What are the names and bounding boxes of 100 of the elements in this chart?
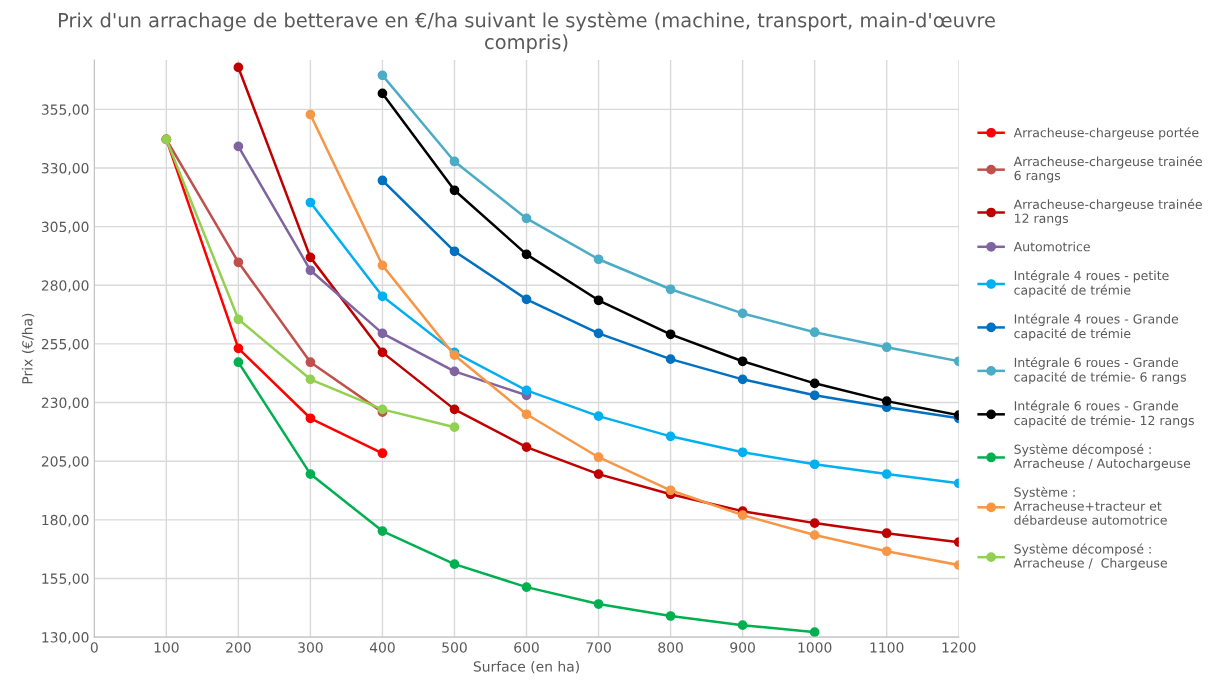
- chart-title: Prix d'un arrachage de betterave en €/ha suivant le système (machine, transport, main-d'œuvre compris): [58, 11, 995, 54]
- point: [881, 528, 892, 539]
- point: [449, 246, 460, 257]
- x-tick-label: 0: [90, 642, 98, 653]
- point: [665, 431, 676, 442]
- point: [233, 62, 244, 73]
- y-tick-label: 205,00: [41, 456, 89, 469]
- point: [593, 469, 604, 479]
- legend-label: Automotrice: [1013, 241, 1090, 252]
- point: [305, 252, 316, 263]
- point: [377, 175, 388, 186]
- legend-label: Système décomposé : Arracheuse / Chargeuse: [1013, 543, 1167, 571]
- point: [809, 627, 820, 638]
- point: [737, 447, 748, 458]
- point: [377, 70, 388, 81]
- x-tick-label: 800: [658, 642, 683, 653]
- point: [233, 314, 244, 325]
- x-tick-label: 1000: [798, 642, 832, 653]
- point: [737, 374, 748, 385]
- x-tick-label: 1100: [870, 642, 904, 653]
- legend-label: Arracheuse-chargeuse portée: [1013, 127, 1199, 140]
- legend-label: Intégrale 6 roues - Grande capacité de trémie- 12 rangs: [1014, 400, 1194, 428]
- point: [665, 354, 676, 365]
- y-tick-label: 255,00: [41, 338, 89, 351]
- point: [665, 611, 676, 621]
- point: [377, 526, 388, 536]
- point: [449, 156, 460, 167]
- y-tick-label: 330,00: [41, 162, 89, 175]
- legend-label: Intégrale 6 roues - Grande capacité de trémie- 6 rangs: [1014, 356, 1187, 385]
- x-tick-label: 300: [298, 642, 323, 653]
- point: [449, 366, 460, 377]
- point: [809, 459, 820, 470]
- point: [377, 448, 388, 459]
- point: [809, 378, 820, 389]
- point: [449, 404, 460, 415]
- point: [881, 469, 892, 479]
- point: [233, 343, 244, 354]
- point: [233, 357, 244, 368]
- y-tick-label: 230,00: [41, 397, 89, 410]
- x-tick-label: 1200: [942, 642, 976, 653]
- point: [233, 141, 244, 152]
- point: [377, 328, 388, 339]
- legend-label: Système : Arracheuse+tracteur et débardeuse automotrice: [1013, 486, 1167, 525]
- point: [593, 411, 604, 422]
- point: [305, 374, 316, 385]
- x-tick-label: 200: [226, 642, 251, 653]
- point: [521, 409, 532, 420]
- y-tick-label: 280,00: [41, 280, 89, 293]
- legend-label: Arracheuse-chargeuse trainée 6 rangs: [1013, 155, 1202, 183]
- point: [521, 385, 532, 396]
- legend-label: Système décomposé : Arracheuse / Autochargeuse: [1013, 443, 1191, 471]
- point: [305, 357, 316, 368]
- point: [593, 254, 604, 265]
- point: [665, 284, 676, 295]
- y-tick-label: 130,00: [42, 632, 89, 644]
- x-tick-label: 700: [586, 642, 611, 653]
- y-tick-label: 180,00: [42, 514, 89, 527]
- x-axis-title: Surface (en ha): [473, 660, 579, 674]
- x-tick-label: 500: [442, 642, 467, 653]
- legend-label: Intégrale 4 roues - petite capacité de trémie: [1014, 270, 1169, 298]
- point: [737, 356, 748, 367]
- point: [521, 249, 532, 260]
- point: [737, 620, 748, 631]
- point: [449, 559, 460, 570]
- point: [377, 88, 388, 99]
- x-tick-label: 400: [369, 642, 395, 653]
- y-tick-label: 305,00: [41, 221, 89, 234]
- point: [449, 185, 460, 196]
- point: [521, 582, 532, 593]
- legend-label: Arracheuse-chargeuse trainée 12 rangs: [1013, 198, 1202, 226]
- point: [305, 469, 316, 479]
- point: [449, 422, 460, 433]
- point: [593, 452, 604, 463]
- point: [593, 599, 604, 609]
- point: [521, 294, 532, 305]
- point: [737, 510, 748, 520]
- point: [665, 485, 676, 496]
- point: [737, 308, 748, 319]
- point: [809, 390, 820, 401]
- point: [305, 265, 316, 276]
- y-axis-title: Prix (€/ha): [21, 313, 35, 384]
- point: [809, 530, 820, 540]
- point: [305, 197, 316, 208]
- y-tick-label: 155,00: [42, 573, 89, 586]
- point: [881, 396, 892, 407]
- point: [665, 329, 676, 340]
- point: [881, 342, 892, 353]
- point: [881, 546, 892, 557]
- point: [377, 260, 388, 271]
- legend-label: Intégrale 4 roues - Grande capacité de trémie: [1014, 313, 1179, 341]
- point: [377, 291, 388, 302]
- point: [521, 442, 532, 452]
- point: [593, 328, 604, 339]
- x-tick-label: 100: [154, 642, 179, 653]
- point: [809, 327, 820, 338]
- point: [809, 518, 820, 528]
- x-tick-label: 600: [514, 642, 539, 653]
- point: [521, 213, 532, 224]
- x-tick-label: 900: [730, 642, 755, 653]
- point: [305, 413, 316, 424]
